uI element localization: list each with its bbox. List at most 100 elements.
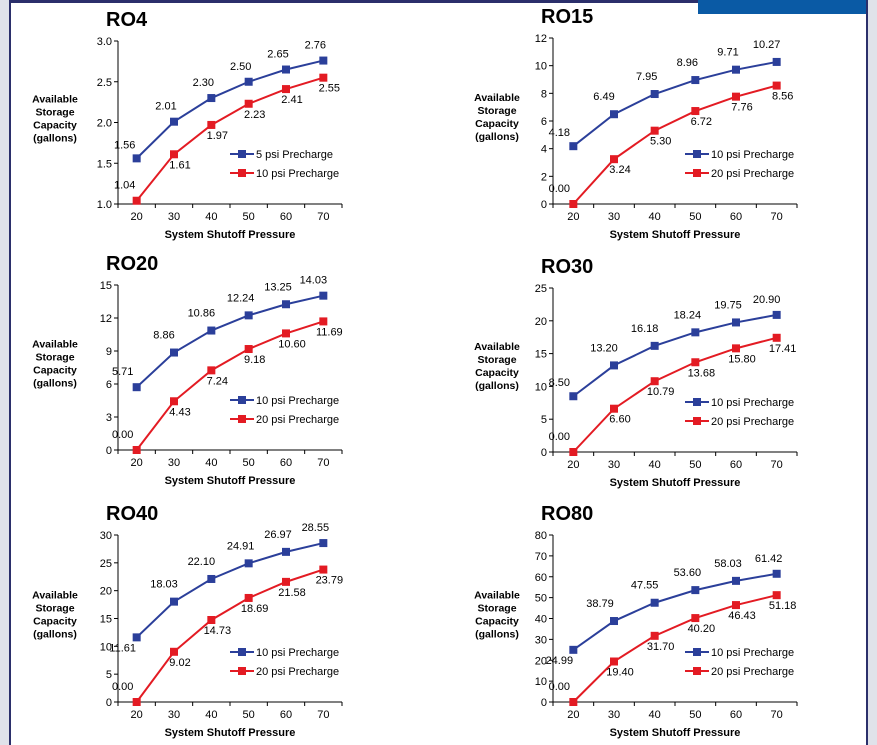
- chart-ro30-series-2-point: [569, 448, 578, 456]
- chart-ro20-series-1-point: [282, 300, 290, 309]
- chart-ro20-series-1-data-label: 5.71: [112, 366, 133, 378]
- chart-ro80-y-tick-label: 70: [535, 551, 547, 563]
- chart-ro15-y-axis-label: Available: [474, 92, 520, 104]
- chart-ro15-series-1-point: [610, 110, 618, 119]
- chart-ro30-series-2-point: [691, 358, 700, 367]
- chart-ro20-x-tick-label: 20: [131, 457, 143, 469]
- chart-ro15-x-tick-label: 70: [771, 211, 783, 223]
- chart-ro4-series-2-data-label: 2.55: [319, 83, 340, 95]
- chart-ro40-x-tick-label: 60: [280, 709, 292, 721]
- chart-ro15-series-2-point: [650, 126, 659, 135]
- chart-ro30-legend-label: 10 psi Precharge: [711, 397, 794, 409]
- chart-ro15-series-1-point: [650, 90, 659, 99]
- chart-ro40-x-tick-label: 20: [131, 709, 143, 721]
- chart-ro15-series-2-data-label: 8.56: [772, 91, 793, 103]
- chart-ro30-legend-marker: [693, 417, 701, 425]
- chart-ro20-legend-marker: [238, 415, 246, 423]
- chart-ro30-series-1-point: [691, 328, 700, 337]
- chart-ro40-y-axis-label: Storage: [35, 603, 74, 615]
- chart-ro15-x-tick-label: 30: [608, 211, 620, 223]
- chart-ro4-legend-marker: [238, 150, 246, 158]
- chart-ro80-y-tick-label: 50: [535, 593, 547, 605]
- chart-ro80-series-1-data-label: 58.03: [714, 558, 742, 570]
- chart-ro15-x-axis-label: System Shutoff Pressure: [610, 229, 741, 241]
- chart-ro4-series-1-line: [135, 59, 324, 160]
- chart-ro15-series-1-line: [572, 60, 777, 147]
- chart-ro80-series-2-data-label: 46.43: [728, 610, 756, 622]
- chart-ro20-legend-label: 20 psi Precharge: [256, 414, 339, 426]
- chart-ro20-series-2-point: [132, 446, 141, 454]
- page-frame-right: [866, 0, 877, 745]
- chart-ro15-series-2-data-label: 6.72: [691, 116, 712, 128]
- chart-ro15-y-tick-label: 4: [541, 144, 547, 156]
- chart-ro15-series-1-data-label: 8.96: [677, 57, 698, 69]
- chart-ro40-series-2-data-label: 14.73: [204, 625, 232, 637]
- chart-ro4-series-1-data-label: 2.65: [267, 49, 288, 61]
- chart-ro80-series-2-data-label: 51.18: [769, 600, 797, 612]
- chart-ro80-series-1-point: [569, 645, 578, 654]
- chart-ro15-series-1-data-label: 9.71: [717, 47, 738, 59]
- chart-ro20-title: RO20: [106, 253, 158, 275]
- chart-ro40-y-tick-label: 10: [100, 641, 112, 653]
- chart-ro80-x-tick-label: 50: [689, 709, 701, 721]
- chart-ro20-y-tick-label: 12: [100, 313, 112, 325]
- chart-ro20-series-1-data-label: 12.24: [227, 292, 255, 304]
- chart-ro20-x-tick-label: 70: [317, 457, 329, 469]
- chart-ro15-y-tick-label: 6: [541, 116, 547, 128]
- chart-ro40-series-1-data-label: 28.55: [302, 522, 330, 534]
- chart-ro80-y-tick-label: 60: [535, 572, 547, 584]
- chart-ro30-y-tick-label: 5: [541, 414, 547, 426]
- chart-ro40-y-axis-label: (gallons): [33, 629, 77, 641]
- chart-ro80-series-2-line: [572, 594, 777, 703]
- chart-ro40-series-2-point: [207, 616, 216, 625]
- chart-ro30-series-2-data-label: 10.79: [647, 386, 675, 398]
- chart-ro4-x-tick-label: 70: [317, 211, 329, 223]
- chart-ro40-legend-marker: [238, 667, 246, 675]
- chart-ro40-series-2-point: [319, 565, 328, 574]
- chart-ro30-y-axis-label: (gallons): [475, 380, 519, 392]
- chart-ro4-legend-label: 10 psi Precharge: [256, 168, 339, 180]
- chart-ro30-series-1-point: [610, 361, 618, 370]
- chart-ro80-y-axis-label: Capacity: [475, 616, 519, 628]
- chart-ro40-series-1-data-label: 24.91: [227, 540, 255, 552]
- chart-ro40-series-2-data-label: 9.02: [169, 657, 190, 669]
- chart-ro30-series-2-point: [650, 377, 659, 386]
- chart-ro40-y-tick-label: 25: [100, 558, 112, 570]
- chart-ro20-x-axis-label: System Shutoff Pressure: [165, 475, 296, 487]
- chart-ro30-series-1-data-label: 16.18: [631, 323, 659, 335]
- chart-ro40-y-tick-label: 5: [106, 669, 112, 681]
- chart-ro80-title: RO80: [541, 503, 593, 525]
- chart-ro80-y-tick-label: 80: [535, 530, 547, 542]
- chart-ro80-y-axis-label: (gallons): [475, 629, 519, 641]
- chart-ro40-series-2-point: [170, 647, 178, 656]
- chart-ro30-y-axis-label: Available: [474, 341, 520, 353]
- chart-ro30-series-2-point: [610, 404, 618, 413]
- chart-ro20-series-2-data-label: 0.00: [112, 429, 133, 441]
- chart-ro4-series-2-point: [132, 196, 141, 205]
- chart-ro30-series-1-point: [569, 392, 578, 401]
- chart-ro30-series-2-data-label: 6.60: [609, 414, 630, 426]
- chart-ro80-legend-label: 20 psi Precharge: [711, 666, 794, 678]
- chart-ro20-x-tick-label: 30: [168, 457, 180, 469]
- chart-ro80-y-axis-label: Available: [474, 590, 520, 602]
- chart-ro30-series-1-point: [772, 310, 781, 319]
- chart-ro4-y-axis-label: Capacity: [33, 120, 77, 132]
- chart-ro80-series-2-point: [610, 657, 618, 666]
- chart-ro20-y-axis-label: (gallons): [33, 378, 77, 390]
- chart-ro4-series-2-data-label: 1.04: [114, 180, 135, 192]
- chart-ro4-series-2-point: [319, 73, 328, 82]
- chart-ro20-series-2-data-label: 10.60: [278, 338, 306, 350]
- chart-ro30-series-1-data-label: 19.75: [714, 299, 742, 311]
- chart-ro40-series-2-point: [132, 698, 141, 706]
- chart-ro40-legend-label: 10 psi Precharge: [256, 647, 339, 659]
- chart-ro30-y-tick-label: 20: [535, 316, 547, 328]
- chart-ro80-y-tick-label: 20: [535, 655, 547, 667]
- chart-ro30-series-1-data-label: 8.50: [549, 377, 570, 389]
- chart-ro15-x-tick-label: 40: [649, 211, 661, 223]
- chart-ro40-x-tick-label: 50: [243, 709, 255, 721]
- chart-ro4-series-2-point: [244, 99, 253, 108]
- chart-ro40-series-1-point: [170, 597, 178, 606]
- chart-ro20-series-2-point: [207, 366, 216, 375]
- chart-ro30-x-tick-label: 20: [567, 459, 579, 471]
